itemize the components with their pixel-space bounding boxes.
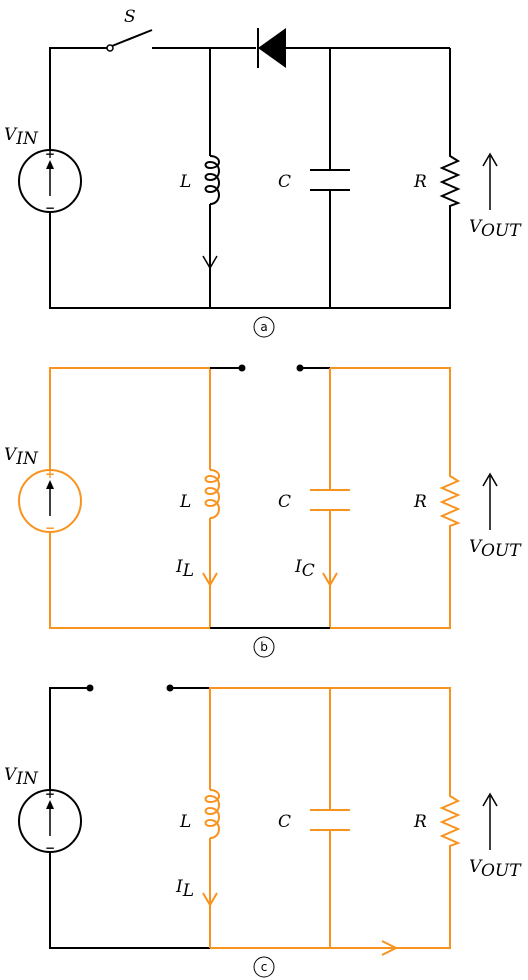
panel-caption-a: a <box>260 320 267 334</box>
vout-label-c: VOUT <box>469 857 522 881</box>
source-plus-label-b: + <box>45 467 55 481</box>
vout-label-a: VOUT <box>469 217 522 241</box>
panel-c: + − VIN L C R <box>4 684 522 978</box>
inductor-label-a: L <box>179 172 191 192</box>
resistor-b <box>439 470 461 530</box>
voltage-source-b: + − <box>18 467 82 535</box>
source-minus-label-b: − <box>45 521 55 535</box>
source-plus-label-c: + <box>45 787 55 801</box>
switch-label: S <box>124 7 136 27</box>
resistor-label-c: R <box>413 812 427 832</box>
ic-label-b: IC <box>294 557 315 581</box>
il-label-c: IL <box>175 877 194 901</box>
vin-label-c: VIN <box>4 765 39 789</box>
vout-arrow-b <box>482 472 498 530</box>
panel-a: + − VIN S L C R VOUT <box>4 7 522 338</box>
capacitor-c <box>310 809 350 831</box>
source-plus-label: + <box>45 147 55 161</box>
vout-arrow <box>482 152 498 210</box>
resistor-label-a: R <box>413 172 427 192</box>
resistor <box>439 150 461 210</box>
panel-caption-b: b <box>260 640 268 654</box>
vout-label-b: VOUT <box>469 537 522 561</box>
resistor-label-b: R <box>413 492 427 512</box>
vin-label-a: VIN <box>4 125 39 149</box>
source-minus-label-c: − <box>45 841 55 855</box>
vout-arrow-c <box>482 792 498 850</box>
panel-b: + − VIN L C R VOUT IL IC <box>4 364 522 658</box>
capacitor-b <box>310 489 350 587</box>
inductor-c <box>202 789 220 907</box>
diode <box>257 28 286 68</box>
capacitor <box>310 169 350 191</box>
il-label-b: IL <box>175 557 194 581</box>
capacitor-label-b: C <box>278 492 291 512</box>
inductor-b <box>202 469 220 587</box>
voltage-source: + − <box>18 147 82 215</box>
voltage-source-c: + − <box>18 787 82 855</box>
vin-label-b: VIN <box>4 445 39 469</box>
inductor-label-c: L <box>179 812 191 832</box>
source-minus-label: − <box>45 201 55 215</box>
resistor-c <box>439 790 461 850</box>
inductor <box>202 148 220 270</box>
switch-s <box>106 29 153 52</box>
inductor-label-b: L <box>179 492 191 512</box>
capacitor-label-a: C <box>278 172 291 192</box>
capacitor-label-c: C <box>278 812 291 832</box>
panel-caption-c: c <box>261 960 268 974</box>
